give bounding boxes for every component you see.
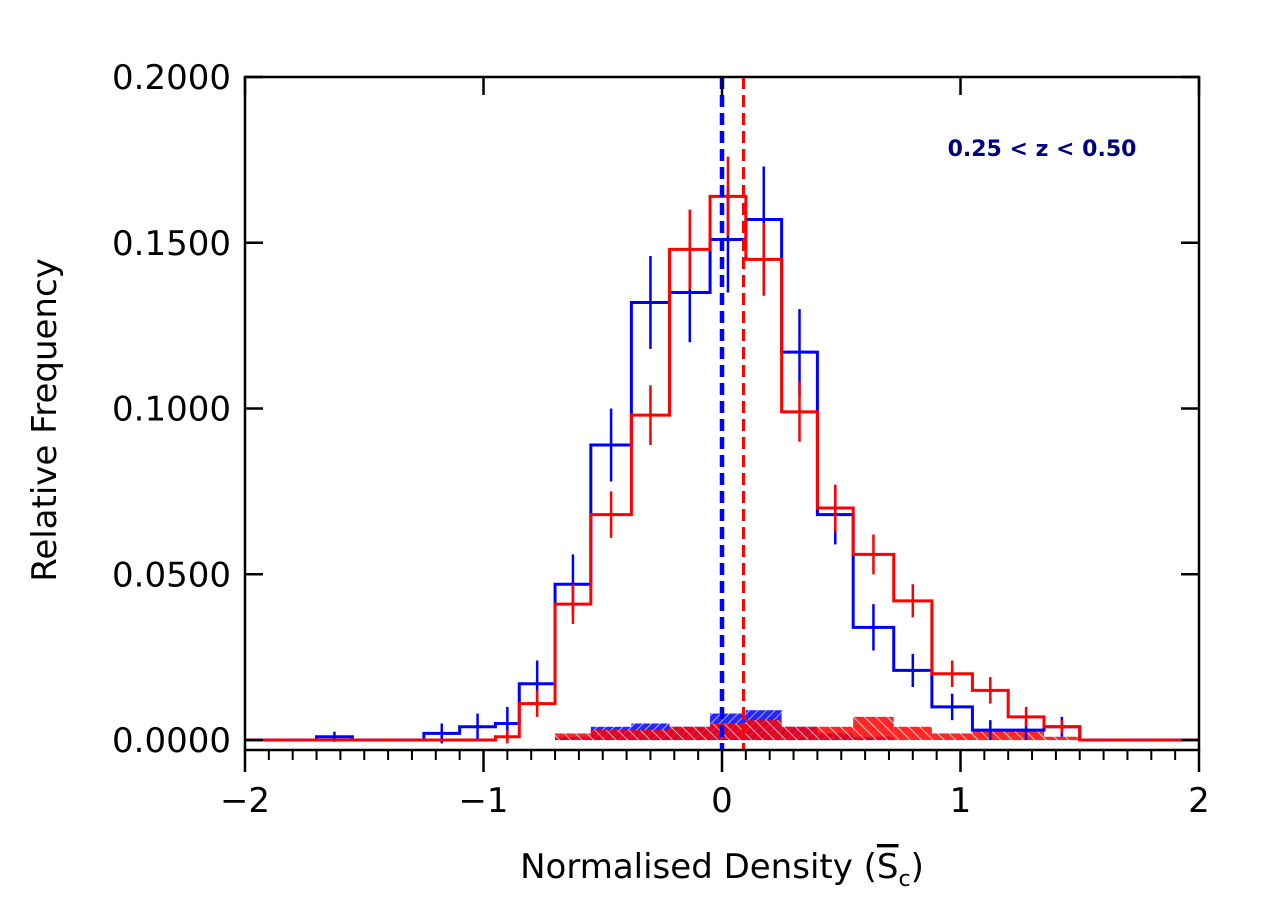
red-error-bar [863,534,884,575]
x-tick-label: 2 [1188,781,1210,821]
y-tick-label: 0.2000 [112,58,231,98]
red-error-bar [1051,720,1072,734]
blue-error-bar [980,720,1001,741]
y-tick-label: 0.1000 [112,390,231,430]
red-error-bar [753,222,774,296]
axes: −2 −1 0 1 2 0.0000 0.0500 0.1000 0.1500 0.2000 [112,58,1210,821]
x-tick-label: −2 [220,781,270,821]
red-error-bar [562,584,583,625]
blue-error-bar [640,256,661,349]
red-shaded-bar [853,716,894,741]
x-axis-symbol: S [877,847,899,887]
blue-error-bar [467,713,488,741]
mean-lines [719,77,745,750]
axis-labels: Relative Frequency Normalised Density (S… [25,137,1136,892]
y-axis-title: Relative Frequency [25,258,65,582]
red-shaded-bar [590,730,632,741]
hatched-histograms [555,710,1080,741]
y-tick-label: 0.0000 [112,721,231,761]
red-shaded-bar [781,726,818,741]
red-shaded-bar [931,733,973,741]
blue-error-bar [789,309,810,396]
x-axis-title-close: ) [911,847,924,887]
blue-error-bar [902,653,923,688]
y-tick-label: 0.1500 [112,224,231,264]
x-tick-label: −1 [458,781,508,821]
red-error-bar [1016,706,1037,727]
x-axis-title-text: Normalised Density ( [520,847,877,887]
red-error-bar [942,660,963,688]
red-shaded-bar [745,720,782,741]
x-tick-label: 1 [950,781,972,821]
red-error-bar [902,584,923,618]
red-shaded-bar [817,726,854,741]
blue-error-bar [601,408,622,482]
red-histogram-line [245,194,1199,742]
x-axis-title: Normalised Density (Sc) [520,847,924,892]
blue-error-bar [942,693,963,721]
red-error-bar [640,385,661,445]
x-tick-label: 0 [711,781,733,821]
red-error-bar [679,209,700,290]
x-axis-subscript: c [899,867,911,892]
red-error-bar [980,677,1001,704]
red-shaded-bar [555,733,591,741]
red-error-bar [825,484,846,532]
red-shaded-bar [631,730,670,741]
red-shaded-bar [1043,736,1080,741]
red-error-bar [527,690,548,717]
red-shaded-bar [669,726,711,741]
red-shaded-bar [710,723,746,741]
y-tick-label: 0.0500 [112,555,231,595]
red-error-bar [497,730,518,744]
red-error-bar [601,491,622,538]
blue-error-bar [863,604,884,651]
red-shaded-bar [893,726,932,741]
redshift-annotation: 0.25 < z < 0.50 [948,137,1137,162]
red-error-bar [789,382,810,442]
